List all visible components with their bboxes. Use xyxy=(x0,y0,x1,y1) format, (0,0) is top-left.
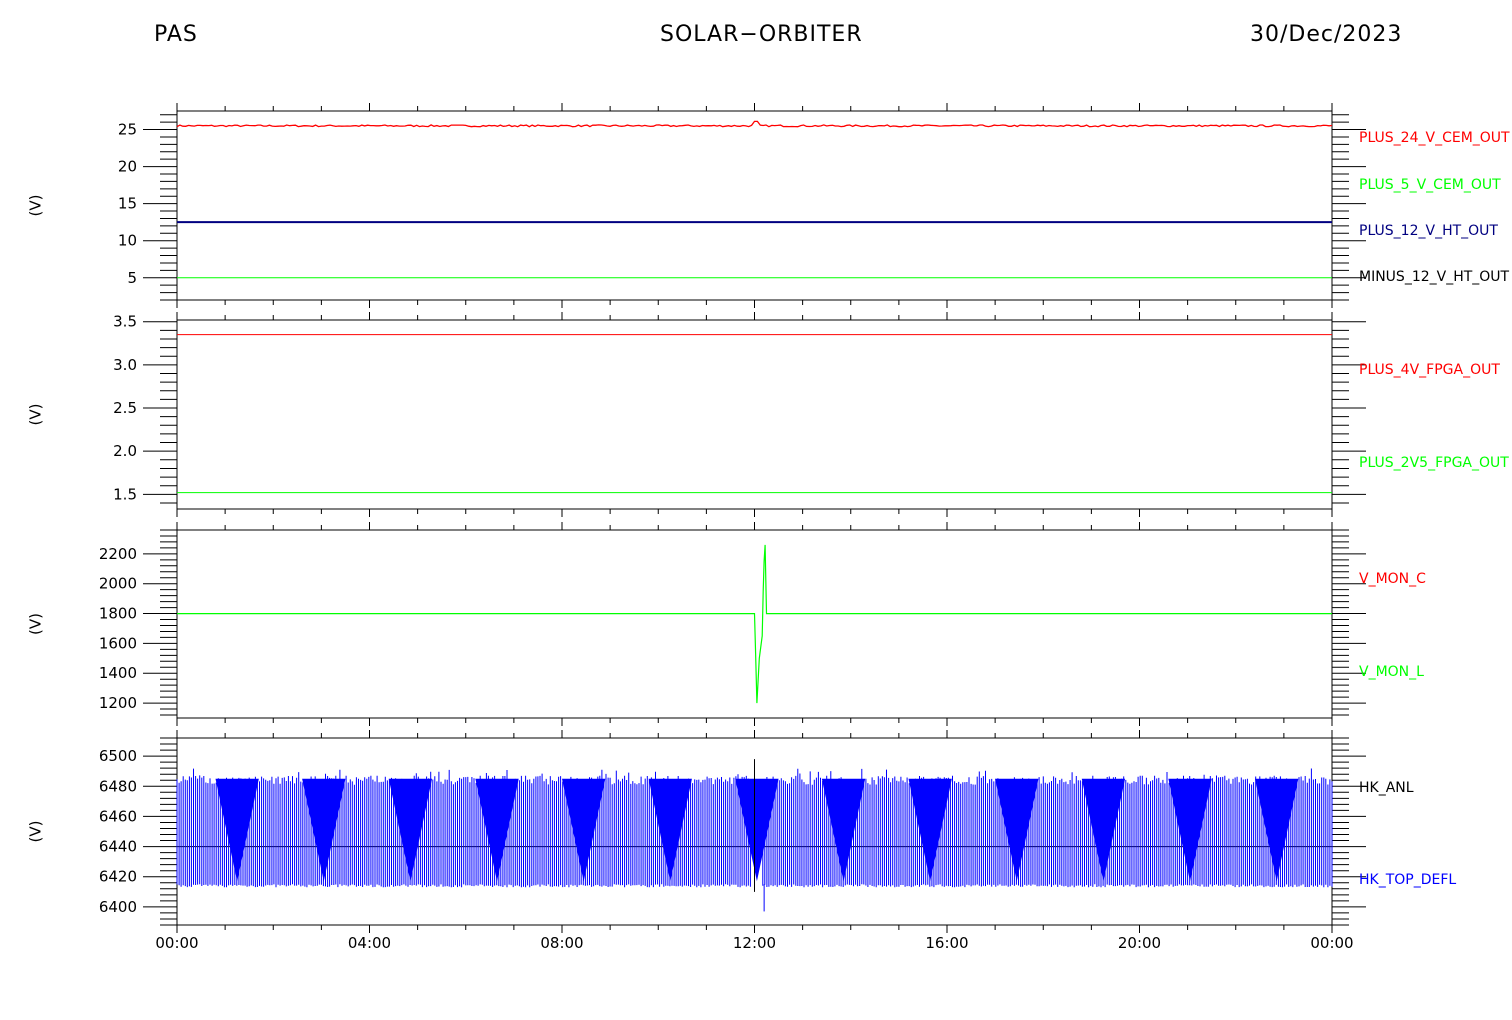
y-tick-label: 20 xyxy=(118,158,137,176)
y-axis-label: (V) xyxy=(27,821,45,843)
x-tick-label: 16:00 xyxy=(925,934,968,952)
x-tick-label: 20:00 xyxy=(1118,934,1161,952)
y-tick-label: 3.5 xyxy=(113,313,137,331)
legend-hk-top-defl: HK_TOP_DEFL xyxy=(1359,872,1456,888)
y-axis-label: (V) xyxy=(27,195,45,217)
y-axis-label: (V) xyxy=(27,404,45,426)
legend-plus-5-v-cem-out: PLUS_5_V_CEM_OUT xyxy=(1359,177,1501,193)
series-line-hk-top-defl xyxy=(176,768,1333,888)
y-tick-label: 6440 xyxy=(99,838,137,856)
legend-v-mon-c: V_MON_C xyxy=(1359,571,1426,587)
y-tick-label: 2000 xyxy=(99,575,137,593)
plot-frame xyxy=(176,110,1333,301)
y-tick-label: 6420 xyxy=(99,868,137,886)
y-tick-label: 6480 xyxy=(99,777,137,795)
y-tick-label: 3.0 xyxy=(113,356,137,374)
x-tick-label: 00:00 xyxy=(155,934,198,952)
legend-minus-12-v-ht-out: MINUS_12_V_HT_OUT xyxy=(1359,269,1510,285)
y-tick-label: 10 xyxy=(118,232,137,250)
y-tick-label: 2.0 xyxy=(113,442,137,460)
y-tick-label: 1.5 xyxy=(113,485,137,503)
dense-region xyxy=(475,778,519,882)
dense-region xyxy=(995,778,1039,882)
y-tick-label: 15 xyxy=(118,195,137,213)
y-tick-label: 1600 xyxy=(99,634,137,652)
dense-region xyxy=(1255,778,1299,882)
y-tick-label: 6460 xyxy=(99,807,137,825)
dense-region xyxy=(215,778,259,882)
y-tick-label: 6500 xyxy=(99,747,137,765)
y-tick-label: 5 xyxy=(127,269,137,287)
dense-region xyxy=(1081,778,1126,882)
dense-region xyxy=(735,778,779,882)
series-line-plus-24-v-cem-out xyxy=(176,120,1333,128)
y-tick-label: 2.5 xyxy=(113,399,137,417)
dense-region xyxy=(908,778,952,882)
legend-plus-2v5-fpga-out: PLUS_2V5_FPGA_OUT xyxy=(1359,455,1509,471)
x-tick-label: 04:00 xyxy=(348,934,391,952)
y-tick-label: 1800 xyxy=(99,605,137,623)
dense-region xyxy=(302,778,346,882)
x-tick-label: 00:00 xyxy=(1310,934,1353,952)
x-tick-label: 12:00 xyxy=(733,934,776,952)
y-tick-label: 25 xyxy=(118,121,137,139)
instrument-label: PAS xyxy=(154,22,198,47)
x-tick-label: 08:00 xyxy=(540,934,583,952)
dense-region xyxy=(821,778,866,882)
legend-v-mon-l: V_MON_L xyxy=(1359,664,1424,680)
legend-hk-anl: HK_ANL xyxy=(1359,780,1414,796)
y-tick-label: 1200 xyxy=(99,694,137,712)
legend-plus-12-v-ht-out: PLUS_12_V_HT_OUT xyxy=(1359,223,1498,239)
dense-region xyxy=(388,778,433,882)
legend-plus-24-v-cem-out: PLUS_24_V_CEM_OUT xyxy=(1359,130,1510,146)
dense-region xyxy=(562,778,606,882)
dense-region xyxy=(648,778,692,882)
legend-plus-4v-fpga-out: PLUS_4V_FPGA_OUT xyxy=(1359,362,1500,378)
plot-frame xyxy=(176,319,1333,510)
dense-region xyxy=(1168,778,1212,882)
y-axis-label: (V) xyxy=(27,613,45,635)
date-label: 30/Dec/2023 xyxy=(1250,22,1403,47)
y-tick-label: 2200 xyxy=(99,545,137,563)
mission-title: SOLAR−ORBITER xyxy=(660,22,863,47)
y-tick-label: 1400 xyxy=(99,664,137,682)
y-tick-label: 6400 xyxy=(99,898,137,916)
series-line-v-mon-l xyxy=(177,544,1332,704)
